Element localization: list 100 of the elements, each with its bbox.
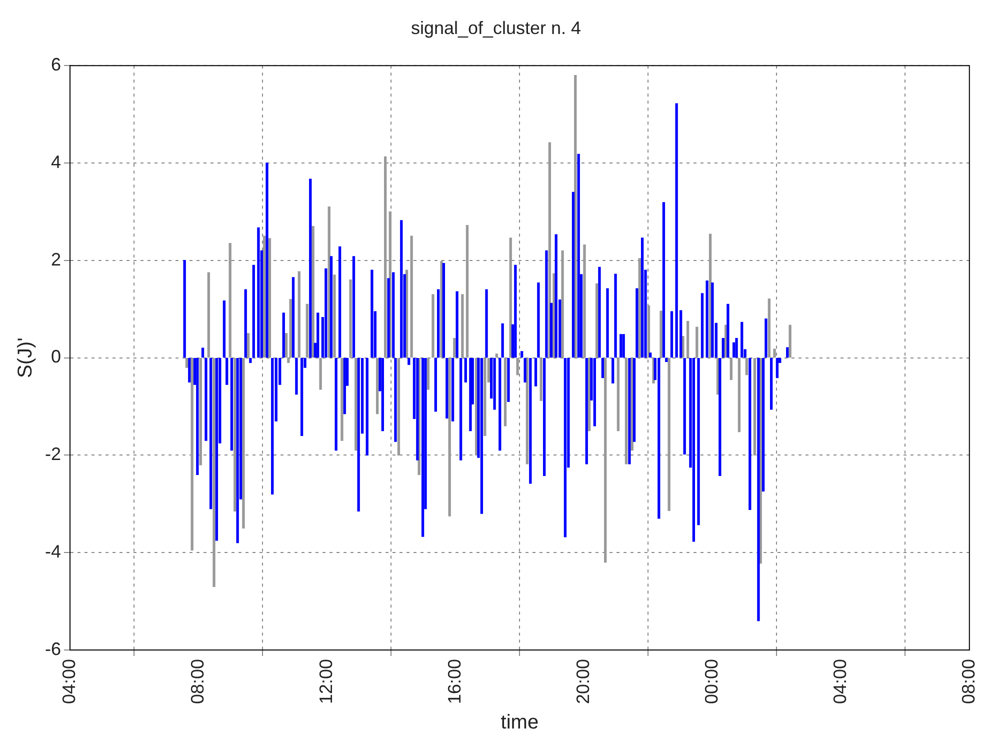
bar	[242, 358, 245, 529]
bar	[222, 300, 226, 358]
bar	[620, 334, 622, 358]
x-tick-label: 08:00	[958, 658, 978, 704]
bar	[426, 358, 430, 390]
bar	[434, 358, 437, 412]
x-tick-label: 04:00	[58, 658, 79, 704]
bar	[550, 302, 553, 358]
bar	[215, 358, 218, 541]
bar	[683, 358, 686, 455]
bar	[397, 358, 400, 456]
bar	[628, 358, 631, 464]
bar	[268, 238, 272, 358]
bar	[432, 294, 434, 358]
bar	[682, 336, 684, 358]
bar	[298, 271, 300, 358]
bar	[516, 358, 519, 376]
x-tick-label: 04:00	[830, 658, 850, 704]
bar	[776, 358, 779, 378]
bar	[295, 358, 298, 395]
x-tick-label: 00:00	[701, 658, 722, 704]
bar	[263, 236, 266, 358]
bar	[675, 103, 678, 358]
bar	[349, 280, 352, 358]
bar	[357, 358, 360, 512]
bar	[764, 318, 768, 358]
bar	[540, 358, 542, 401]
bar	[753, 358, 756, 456]
bar	[416, 358, 419, 460]
bar	[514, 264, 517, 358]
bar	[469, 358, 472, 432]
bar	[493, 358, 496, 410]
bar	[735, 338, 738, 358]
x-tick-label: 20:00	[572, 658, 593, 704]
bar	[183, 260, 186, 358]
bar	[340, 358, 344, 441]
bar	[309, 178, 312, 358]
bar	[583, 244, 586, 358]
bar	[604, 358, 607, 563]
bar	[662, 202, 666, 358]
bar	[244, 289, 247, 358]
y-tick-label: 2	[50, 249, 62, 270]
bar	[204, 358, 208, 441]
bar	[370, 270, 374, 358]
bar	[668, 358, 670, 512]
bar	[706, 280, 708, 358]
bar	[745, 358, 748, 376]
bar	[352, 256, 356, 358]
bar	[246, 333, 250, 358]
bar	[665, 358, 668, 362]
bar	[726, 304, 730, 358]
bar	[387, 278, 390, 358]
bar	[757, 358, 760, 622]
bar	[338, 246, 342, 358]
bar	[770, 358, 773, 410]
bar	[300, 358, 304, 436]
bar	[408, 358, 410, 365]
bar	[524, 358, 526, 382]
bar	[577, 154, 580, 358]
bar	[616, 358, 620, 432]
bar	[498, 358, 502, 451]
bar	[257, 227, 260, 358]
y-tick-label: -4	[44, 542, 62, 562]
bar	[292, 277, 295, 358]
bar	[484, 358, 486, 436]
bar	[768, 298, 771, 358]
bar	[595, 283, 598, 358]
bar	[614, 274, 617, 358]
bar	[190, 358, 194, 550]
bar	[504, 358, 507, 426]
bar	[660, 310, 662, 358]
bar	[740, 322, 744, 358]
bar	[185, 358, 188, 368]
chart-title: signal_of_cluster n. 4	[410, 18, 582, 38]
bar	[437, 289, 440, 358]
bar	[649, 352, 652, 358]
bar	[692, 358, 696, 542]
bar	[271, 358, 274, 494]
bar	[451, 358, 454, 422]
bar	[598, 266, 601, 358]
bar	[316, 312, 320, 358]
x-tick-label: 08:00	[187, 658, 208, 704]
bar	[384, 156, 387, 358]
bar	[334, 358, 338, 451]
bar	[207, 272, 210, 358]
bar	[786, 347, 789, 358]
bar	[381, 358, 384, 432]
bar	[640, 238, 644, 358]
bar	[507, 358, 510, 402]
y-tick-label: -2	[44, 444, 62, 464]
bar	[696, 326, 698, 358]
bar	[480, 358, 484, 514]
bar	[593, 358, 596, 426]
bar	[520, 351, 524, 358]
x-tick-label: 16:00	[444, 658, 464, 704]
x-axis-title: time	[500, 712, 539, 734]
bar	[196, 358, 199, 475]
bar	[226, 358, 228, 385]
bar	[333, 274, 336, 358]
bar	[343, 358, 346, 414]
